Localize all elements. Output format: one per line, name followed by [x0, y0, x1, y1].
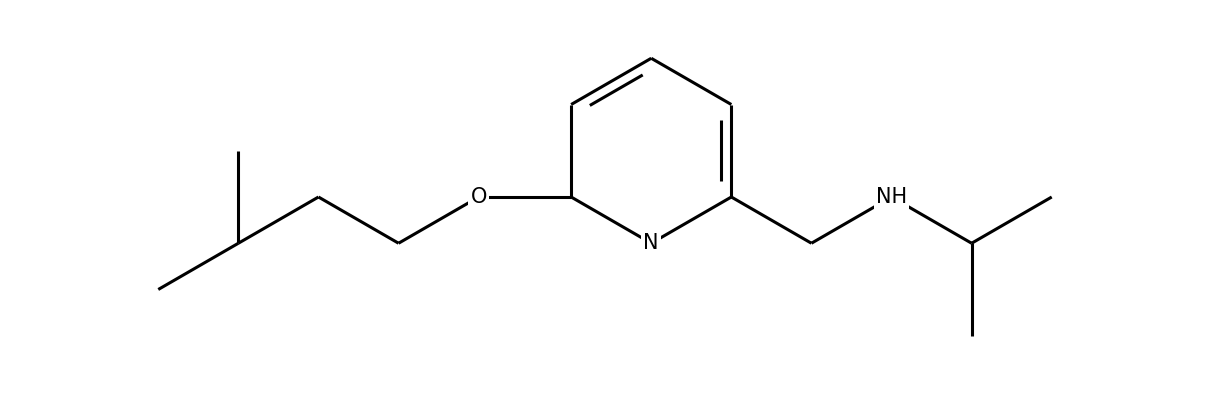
Text: O: O	[471, 187, 486, 207]
Text: N: N	[644, 233, 659, 253]
Text: NH: NH	[876, 187, 908, 207]
